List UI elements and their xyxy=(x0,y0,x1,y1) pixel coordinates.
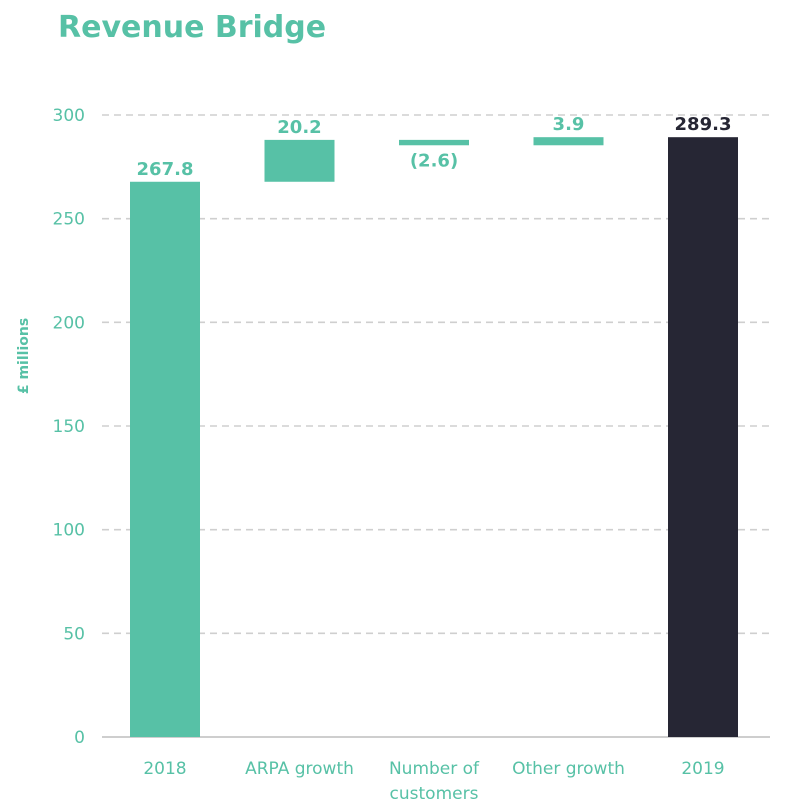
y-axis-label: £ millions xyxy=(16,318,32,394)
y-tick-label: 100 xyxy=(53,521,85,541)
y-tick-label: 150 xyxy=(53,417,85,437)
data-label: (2.6) xyxy=(410,150,458,171)
x-tick-label: 2018 xyxy=(143,759,186,779)
data-label: 3.9 xyxy=(553,114,585,135)
y-tick-label: 300 xyxy=(53,106,85,126)
bar-2019 xyxy=(668,137,738,737)
data-label: 20.2 xyxy=(277,117,321,138)
bar-number-of-customers xyxy=(399,139,469,146)
y-tick-label: 0 xyxy=(74,728,85,748)
y-tick-label: 200 xyxy=(53,313,85,333)
x-tick-label: customers xyxy=(390,784,479,804)
x-tick-label: Number of xyxy=(389,759,480,779)
x-tick-label: ARPA growth xyxy=(245,759,354,779)
chart-title: Revenue Bridge xyxy=(58,10,327,45)
x-tick-label: 2019 xyxy=(681,759,724,779)
y-tick-label: 50 xyxy=(63,624,85,644)
data-label: 267.8 xyxy=(137,159,194,180)
bar-other-growth xyxy=(533,137,604,146)
x-tick-label: Other growth xyxy=(512,759,625,779)
y-tick-label: 250 xyxy=(53,210,85,230)
bar-2018 xyxy=(130,181,200,737)
data-label: 289.3 xyxy=(675,114,732,135)
bar-arpa-growth xyxy=(264,139,335,182)
